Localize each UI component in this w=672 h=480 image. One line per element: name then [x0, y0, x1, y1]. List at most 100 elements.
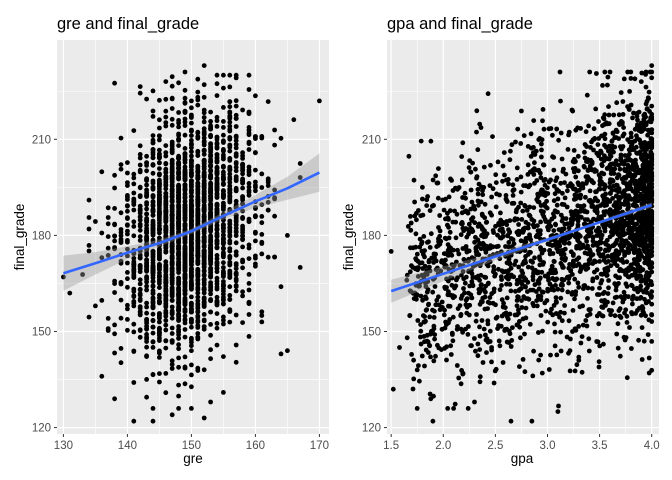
data-point: [560, 190, 565, 196]
data-point: [646, 89, 652, 95]
data-point: [131, 380, 137, 385]
data-point: [557, 69, 563, 75]
data-point: [221, 217, 226, 223]
data-point: [554, 126, 560, 132]
data-point: [621, 175, 627, 180]
data-point: [536, 269, 541, 275]
data-point: [530, 373, 536, 379]
data-point: [163, 120, 169, 125]
data-point: [131, 418, 137, 424]
data-point: [221, 203, 226, 209]
data-point: [201, 318, 207, 324]
data-point: [214, 256, 220, 262]
data-point: [233, 98, 239, 104]
data-point: [131, 261, 137, 267]
data-point: [409, 352, 414, 357]
data-point: [233, 288, 239, 294]
data-point: [530, 301, 536, 306]
data-point: [201, 302, 207, 308]
data-point: [414, 406, 420, 411]
data-point: [607, 148, 613, 154]
data-point: [454, 277, 459, 283]
data-point: [208, 180, 214, 186]
data-point: [150, 406, 156, 411]
data-point: [163, 371, 169, 376]
data-point: [169, 199, 175, 204]
data-point: [586, 227, 592, 233]
data-point: [578, 125, 583, 131]
data-point: [189, 98, 194, 104]
data-point: [649, 339, 655, 344]
data-point: [462, 280, 468, 286]
data-point: [506, 181, 511, 187]
data-point: [491, 267, 497, 273]
data-point: [554, 202, 560, 208]
data-point: [157, 166, 162, 172]
data-point: [582, 142, 588, 147]
data-point: [137, 238, 143, 243]
data-point: [169, 340, 175, 345]
data-point: [86, 226, 92, 232]
y-tick-label: 120: [32, 423, 51, 435]
data-point: [644, 219, 649, 225]
data-point: [474, 108, 480, 114]
data-point: [551, 259, 557, 264]
data-point: [144, 230, 150, 236]
data-point: [572, 234, 578, 240]
data-point: [529, 265, 535, 271]
data-point: [208, 168, 214, 174]
data-point: [169, 166, 175, 172]
data-point: [253, 179, 258, 185]
data-point: [137, 167, 143, 173]
data-point: [485, 321, 491, 327]
data-point: [144, 226, 150, 231]
data-point: [189, 149, 194, 155]
data-point: [555, 286, 561, 292]
data-point: [634, 267, 640, 273]
data-point: [449, 282, 455, 288]
data-point: [221, 105, 226, 110]
data-point: [549, 263, 555, 269]
data-point: [412, 199, 417, 205]
data-point: [169, 158, 175, 164]
data-point: [169, 358, 175, 364]
data-point: [195, 309, 201, 315]
data-point: [157, 171, 162, 177]
data-point: [169, 331, 175, 336]
data-point: [233, 103, 239, 109]
data-point: [131, 219, 137, 225]
data-point: [195, 134, 201, 140]
data-point: [530, 259, 535, 265]
data-point: [646, 282, 651, 288]
data-point: [566, 280, 572, 286]
data-point: [195, 242, 201, 248]
data-point: [182, 354, 188, 360]
data-point: [150, 230, 156, 236]
data-point: [227, 269, 233, 274]
data-point: [125, 284, 130, 290]
data-point: [201, 63, 207, 68]
data-point: [463, 326, 468, 332]
data-point: [586, 307, 592, 313]
data-point: [201, 202, 207, 208]
data-point: [433, 353, 438, 359]
data-point: [246, 312, 252, 317]
data-point: [432, 284, 438, 289]
data-point: [125, 183, 130, 189]
data-point: [465, 210, 471, 216]
data-point: [291, 117, 297, 123]
data-point: [169, 212, 175, 217]
data-point: [208, 248, 214, 254]
data-point: [419, 272, 425, 278]
data-point: [150, 170, 156, 176]
data-point: [504, 260, 510, 266]
data-point: [572, 296, 577, 302]
data-point: [227, 123, 233, 129]
data-point: [454, 326, 460, 332]
data-point: [176, 286, 182, 291]
data-point: [150, 88, 156, 94]
data-point: [619, 247, 625, 253]
data-point: [246, 188, 252, 194]
data-point: [649, 193, 655, 198]
